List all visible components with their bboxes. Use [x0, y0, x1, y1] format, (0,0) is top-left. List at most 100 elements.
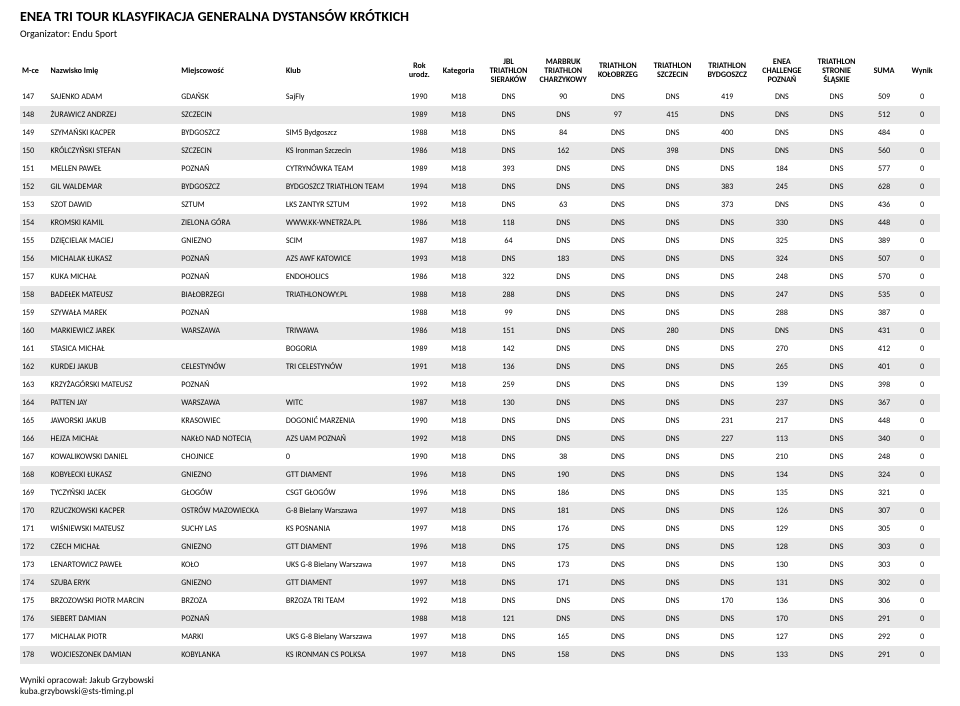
- cell: DNS: [700, 646, 755, 664]
- cell: KRÓLCZYŃSKI STEFAN: [49, 142, 180, 160]
- cell: TYCZYŃSKI JACEK: [49, 484, 180, 502]
- cell: 307: [864, 502, 904, 520]
- cell: GNIEZNO: [179, 574, 284, 592]
- cell: 113: [755, 430, 810, 448]
- cell: DNS: [645, 448, 700, 466]
- table-row: 170RZUCZKOWSKI KACPEROSTRÓW MAZOWIECKAG-…: [20, 502, 940, 520]
- cell: CELESTYNÓW: [179, 358, 284, 376]
- cell: 325: [755, 232, 810, 250]
- cell: 0: [904, 106, 940, 124]
- cell: DNS: [536, 376, 591, 394]
- cell: 1986: [403, 214, 436, 232]
- cell: DNS: [700, 448, 755, 466]
- cell: 168: [20, 466, 49, 484]
- col-header: ENEACHALLENGEPOZNAŃ: [755, 54, 810, 88]
- cell: DNS: [481, 88, 536, 106]
- cell: 288: [755, 304, 810, 322]
- cell: DNS: [536, 214, 591, 232]
- cell: POZNAŃ: [179, 376, 284, 394]
- cell: DNS: [645, 574, 700, 592]
- cell: 130: [755, 556, 810, 574]
- cell: BYDGOSZCZ TRIATHLON TEAM: [284, 178, 403, 196]
- cell: 0: [284, 448, 403, 466]
- cell: KS IRONMAN CS POLKSA: [284, 646, 403, 664]
- cell: DNS: [590, 304, 645, 322]
- cell: DNS: [700, 376, 755, 394]
- table-row: 172CZECH MICHAŁGNIEZNOGTT DIAMENT1996M18…: [20, 538, 940, 556]
- cell: 1992: [403, 592, 436, 610]
- cell: KRZYŻAGÓRSKI MATEUSZ: [49, 376, 180, 394]
- cell: 1988: [403, 304, 436, 322]
- cell: WARSZAWA: [179, 394, 284, 412]
- cell: M18: [436, 286, 481, 304]
- cell: DNS: [481, 142, 536, 160]
- cell: 142: [481, 340, 536, 358]
- cell: M18: [436, 106, 481, 124]
- cell: DNS: [700, 142, 755, 160]
- cell: 1997: [403, 556, 436, 574]
- cell: DNS: [700, 520, 755, 538]
- cell: 156: [20, 250, 49, 268]
- cell: 0: [904, 142, 940, 160]
- cell: 1989: [403, 160, 436, 178]
- cell: DNS: [590, 556, 645, 574]
- cell: DNS: [809, 340, 864, 358]
- col-header: TRIATHLONSZCZECIN: [645, 54, 700, 88]
- cell: 383: [700, 178, 755, 196]
- table-row: 162KURDEJ JAKUBCELESTYNÓWTRI CELESTYNÓW1…: [20, 358, 940, 376]
- cell: DNS: [481, 466, 536, 484]
- cell: 163: [20, 376, 49, 394]
- cell: 247: [755, 286, 810, 304]
- cell: 177: [20, 628, 49, 646]
- cell: DNS: [536, 340, 591, 358]
- cell: MICHALAK ŁUKASZ: [49, 250, 180, 268]
- cell: DNS: [481, 124, 536, 142]
- cell: 170: [700, 592, 755, 610]
- cell: 0: [904, 250, 940, 268]
- col-header: Kategoria: [436, 54, 481, 88]
- cell: DNS: [481, 538, 536, 556]
- cell: 484: [864, 124, 904, 142]
- cell: CHOJNICE: [179, 448, 284, 466]
- table-row: 167KOWALIKOWSKI DANIELCHOJNICE01990M18DN…: [20, 448, 940, 466]
- cell: DNS: [809, 304, 864, 322]
- cell: DNS: [536, 160, 591, 178]
- cell: M18: [436, 268, 481, 286]
- cell: DNS: [809, 106, 864, 124]
- cell: DNS: [809, 376, 864, 394]
- table-row: 165JAWORSKI JAKUBKRASOWIECDOGONIĆ MARZEN…: [20, 412, 940, 430]
- cell: 0: [904, 304, 940, 322]
- cell: 0: [904, 88, 940, 106]
- cell: 173: [536, 556, 591, 574]
- col-header: Wynik: [904, 54, 940, 88]
- cell: DNS: [645, 250, 700, 268]
- cell: 1991: [403, 358, 436, 376]
- cell: 175: [536, 538, 591, 556]
- cell: DNS: [536, 286, 591, 304]
- cell: DNS: [809, 502, 864, 520]
- cell: BYDGOSZCZ: [179, 124, 284, 142]
- cell: LKS ZANTYR SZTUM: [284, 196, 403, 214]
- cell: DNS: [590, 448, 645, 466]
- cell: DNS: [809, 628, 864, 646]
- cell: AZS UAM POZNAŃ: [284, 430, 403, 448]
- cell: 431: [864, 322, 904, 340]
- cell: DNS: [590, 412, 645, 430]
- cell: DNS: [590, 142, 645, 160]
- cell: SCIM: [284, 232, 403, 250]
- cell: 1988: [403, 610, 436, 628]
- cell: DNS: [481, 574, 536, 592]
- cell: KS POSNANIA: [284, 520, 403, 538]
- cell: DNS: [809, 160, 864, 178]
- cell: M18: [436, 142, 481, 160]
- cell: DNS: [645, 160, 700, 178]
- cell: 415: [645, 106, 700, 124]
- cell: DNS: [536, 232, 591, 250]
- cell: 265: [755, 358, 810, 376]
- cell: SIEBERT DAMIAN: [49, 610, 180, 628]
- cell: 1990: [403, 88, 436, 106]
- cell: UKS G-8 Bielany Warszawa: [284, 556, 403, 574]
- cell: 448: [864, 214, 904, 232]
- cell: 153: [20, 196, 49, 214]
- cell: 151: [481, 322, 536, 340]
